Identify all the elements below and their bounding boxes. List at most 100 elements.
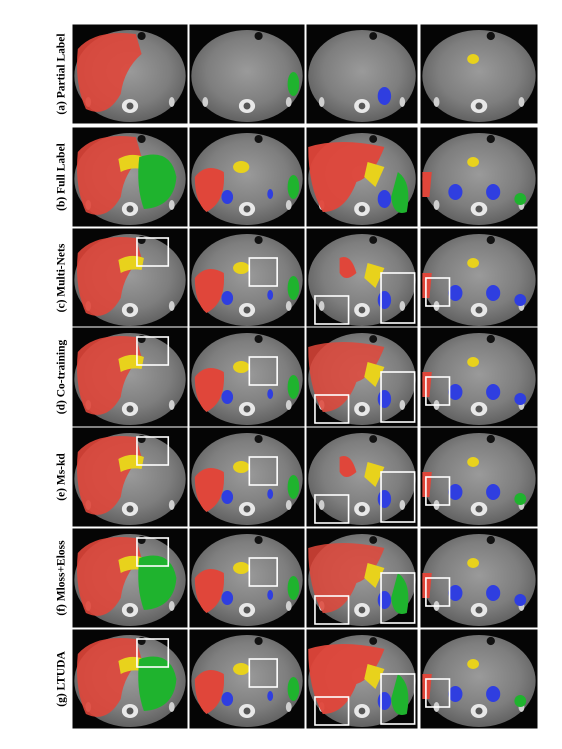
row-label-g: (g) LTUDA <box>56 651 68 707</box>
kidney-mask <box>448 184 463 200</box>
liver-mask <box>76 237 142 316</box>
ct-slice-thumbnail <box>305 426 419 528</box>
pancreas-mask <box>233 161 250 173</box>
row-label-e: (e) Ms-kd <box>56 453 68 501</box>
liver-mask <box>76 537 142 616</box>
kidney-mask <box>221 190 234 204</box>
ct-slice-thumbnail <box>305 628 419 730</box>
kidney-mask <box>267 189 274 199</box>
kidney-mask <box>448 484 463 500</box>
liver-mask <box>308 142 385 212</box>
pancreas-mask <box>467 457 479 467</box>
ct-slice-thumbnail <box>188 628 306 730</box>
kidney-mask <box>486 686 501 702</box>
kidney-mask <box>377 591 392 609</box>
liver-mask <box>76 336 142 415</box>
highlight-box <box>136 237 170 267</box>
spleen-mask <box>138 656 177 711</box>
highlight-box <box>314 696 350 726</box>
spleen-mask <box>391 674 409 715</box>
highlight-box <box>314 394 350 424</box>
highlight-box <box>425 678 451 708</box>
liver-mask <box>194 468 225 512</box>
ct-slice-thumbnail <box>188 326 306 428</box>
liver-mask <box>422 372 432 397</box>
kidney-mask <box>267 290 274 300</box>
highlight-box <box>136 537 170 567</box>
liver-mask <box>194 368 225 412</box>
row-label-a: (a) Partial Label <box>56 33 68 114</box>
ct-slice-thumbnail <box>188 126 306 228</box>
spleen-mask <box>514 594 527 606</box>
pancreas-mask <box>233 562 250 574</box>
spleen-mask <box>138 555 177 610</box>
kidney-mask <box>486 585 501 601</box>
liver-mask <box>76 638 142 717</box>
highlight-box <box>248 257 278 287</box>
highlight-box <box>136 336 170 366</box>
pancreas-mask <box>364 462 385 487</box>
ct-slice-thumbnail <box>71 23 189 125</box>
kidney-mask <box>267 389 274 399</box>
kidney-mask <box>448 585 463 601</box>
ct-slice-thumbnail <box>188 527 306 629</box>
ct-slice-thumbnail <box>71 527 189 629</box>
ct-slice-thumbnail <box>71 126 189 228</box>
pancreas-mask <box>233 361 250 373</box>
highlight-box <box>314 595 350 625</box>
kidney-mask <box>486 384 501 400</box>
pancreas-mask <box>467 357 479 367</box>
ct-slice-thumbnail <box>71 628 189 730</box>
kidney-mask <box>377 190 392 208</box>
ct-slice-thumbnail <box>419 426 539 528</box>
spleen-mask <box>138 154 177 209</box>
kidney-mask <box>486 285 501 301</box>
ct-slice-thumbnail <box>305 326 419 428</box>
pancreas-mask <box>467 258 479 268</box>
ct-slice-thumbnail <box>419 23 539 125</box>
liver-mask <box>422 172 432 197</box>
spleen-mask <box>287 175 300 199</box>
liver-mask <box>194 168 225 212</box>
pancreas-mask <box>118 154 144 172</box>
highlight-box <box>136 638 170 668</box>
highlight-box <box>248 456 278 486</box>
ct-slice-thumbnail <box>188 227 306 329</box>
kidney-mask <box>267 590 274 600</box>
ct-slice-thumbnail <box>305 126 419 228</box>
highlight-box <box>314 295 350 325</box>
spleen-mask <box>287 276 300 300</box>
kidney-mask <box>377 692 392 710</box>
highlight-box <box>136 436 170 466</box>
kidney-mask <box>267 489 274 499</box>
pancreas-mask <box>364 563 385 588</box>
pancreas-mask <box>467 54 479 64</box>
liver-mask <box>76 136 142 215</box>
highlight-box <box>425 277 451 307</box>
pancreas-mask <box>233 262 250 274</box>
liver-mask <box>422 273 432 298</box>
spleen-mask <box>287 677 300 701</box>
spleen-mask <box>514 493 527 505</box>
row-label-b: (b) Full Label <box>56 143 68 211</box>
kidney-mask <box>448 285 463 301</box>
ct-slice-thumbnail <box>305 527 419 629</box>
liver-mask <box>422 472 432 497</box>
liver-mask <box>422 573 432 598</box>
ct-slice-thumbnail <box>419 227 539 329</box>
highlight-box <box>248 356 278 386</box>
liver-mask <box>339 456 357 477</box>
kidney-mask <box>221 291 234 305</box>
ct-slice-thumbnail <box>71 426 189 528</box>
spleen-mask <box>287 375 300 399</box>
ct-slice-thumbnail <box>419 527 539 629</box>
ct-slice-thumbnail <box>305 227 419 329</box>
spleen-mask <box>391 573 409 614</box>
row-label-c: (c) Multi-Nets <box>56 243 68 312</box>
kidney-mask <box>377 87 392 105</box>
kidney-mask <box>221 591 234 605</box>
spleen-mask <box>287 576 300 600</box>
kidney-mask <box>448 686 463 702</box>
spleen-mask <box>287 72 300 96</box>
